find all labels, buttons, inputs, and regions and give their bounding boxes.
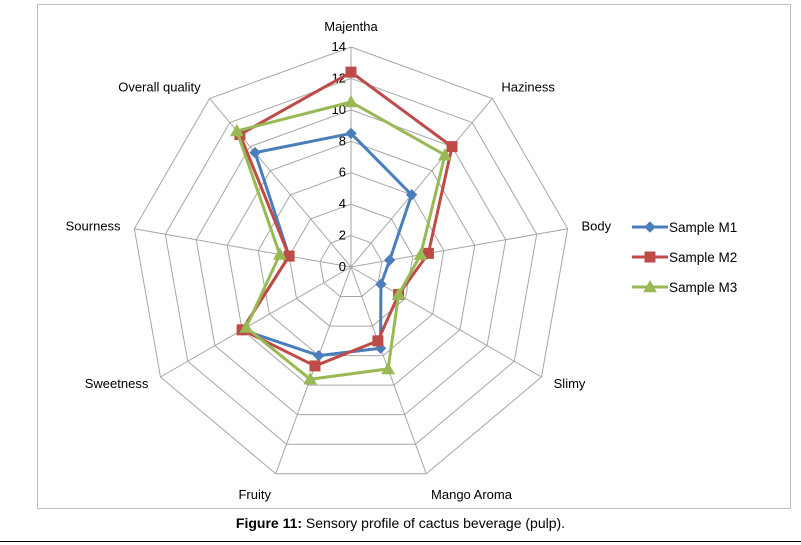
legend: Sample M1 Sample M2 Sample M3 (632, 220, 737, 295)
data-point (272, 247, 287, 260)
category-label-mango-aroma: Mango Aroma (431, 487, 513, 502)
data-point (375, 278, 387, 290)
tick-label: 2 (339, 228, 346, 243)
data-point (372, 335, 384, 347)
category-label-fruity: Fruity (238, 487, 271, 502)
grid-ring (133, 46, 569, 475)
legend-item: Sample M1 (632, 220, 737, 235)
data-point (446, 141, 458, 153)
radar-spoke (134, 228, 352, 268)
data-point (249, 146, 261, 159)
legend-item: Sample M2 (632, 250, 737, 265)
category-label-slimy: Slimy (554, 376, 586, 391)
grid-ring (226, 140, 476, 386)
category-label-sourness: Sourness (66, 218, 121, 233)
data-point (391, 287, 406, 300)
figure-caption: Figure 11: Sensory profile of cactus bev… (0, 515, 801, 531)
caption-prefix: Figure 11: (235, 515, 303, 531)
legend-marker (644, 221, 656, 233)
tick-label: 8 (339, 133, 346, 148)
grid-ring (288, 203, 414, 327)
series-line (238, 70, 454, 368)
data-point (438, 148, 452, 161)
category-labels: Majentha Haziness Body Slimy Mango Aroma Frui… (66, 19, 612, 502)
radar-spoke (209, 98, 352, 268)
tick-label: 0 (339, 259, 346, 274)
series-line (235, 100, 447, 381)
radar-spoke (160, 266, 352, 378)
legend-item: Sample M3 (632, 279, 737, 295)
data-point (413, 247, 428, 261)
category-label-haziness: Haziness (501, 80, 555, 95)
legend-label: Sample M2 (669, 250, 737, 265)
data-point (345, 127, 357, 140)
data-point (303, 372, 318, 385)
data-point (239, 320, 254, 333)
data-point (345, 66, 357, 78)
series-sample-m3 (230, 94, 452, 385)
data-point (381, 361, 395, 375)
tick-label: 6 (339, 165, 346, 180)
data-series (230, 66, 458, 385)
caption-text: Sensory profile of cactus beverage (pulp… (302, 515, 566, 531)
legend-marker (644, 251, 656, 263)
radar-grid (133, 46, 569, 475)
grid-ring (164, 77, 538, 445)
legend-label: Sample M3 (669, 280, 737, 295)
category-label-body: Body (581, 218, 611, 233)
data-point (230, 123, 244, 137)
legend-marker (643, 279, 657, 293)
data-point (309, 360, 321, 372)
tick-label: 14 (332, 39, 346, 54)
data-point (383, 254, 396, 266)
category-label-majentha: Majentha (324, 19, 378, 34)
data-point (405, 189, 418, 201)
tick-label: 4 (339, 196, 346, 211)
legend-label: Sample M1 (669, 220, 737, 235)
radar-spoke (350, 228, 568, 268)
data-point (344, 94, 358, 108)
category-label-sweetness: Sweetness (85, 376, 149, 391)
category-label-overall-quality: Overall quality (118, 80, 201, 95)
bottom-divider (0, 541, 801, 542)
radar-spoke (350, 98, 493, 268)
grid-ring (195, 109, 507, 416)
grid-ring (319, 235, 383, 298)
